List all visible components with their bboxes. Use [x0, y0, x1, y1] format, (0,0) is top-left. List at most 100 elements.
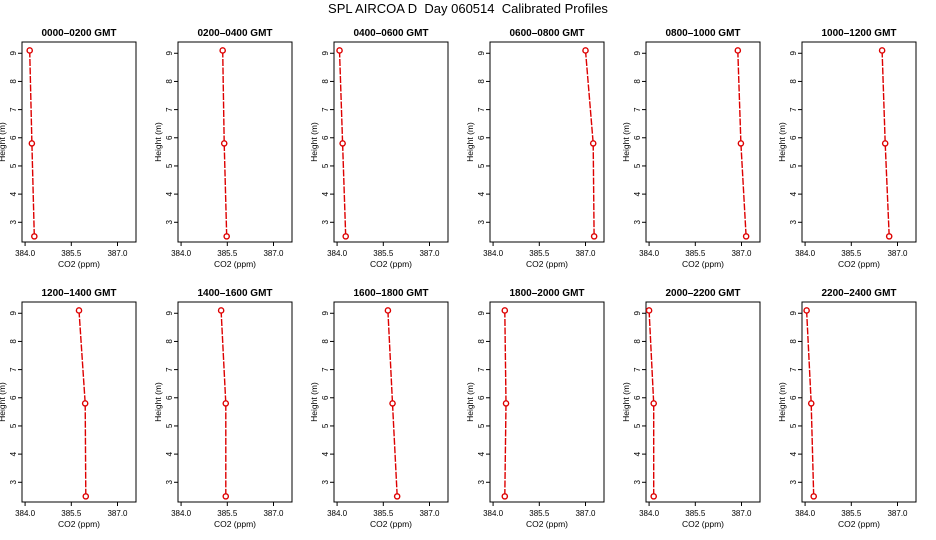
y-tick-label: 9: [477, 310, 486, 315]
chart-panel: 0800–1000 GMT 384.0 385.5 387.0 CO2 (ppm) 3 4 5…: [621, 28, 761, 269]
y-tick-label: 8: [633, 79, 642, 84]
data-point: [389, 400, 396, 407]
panel-title: 1200–1400 GMT: [41, 288, 116, 299]
x-tick-label: 384.0: [15, 509, 36, 518]
y-axis-label: Height (m): [465, 122, 475, 162]
data-point: [742, 233, 750, 240]
y-tick-label: 6: [789, 395, 798, 400]
plot-frame: [489, 301, 605, 503]
y-tick-label: 9: [633, 50, 642, 55]
data-point: [393, 493, 401, 500]
y-tick-label: 8: [789, 79, 798, 84]
panel-title: 0600–0800 GMT: [509, 28, 584, 39]
y-axis-label: Height (m): [0, 122, 7, 162]
y-tick-label: 3: [165, 480, 174, 485]
x-tick-label: 387.0: [731, 509, 752, 518]
x-tick-label: 385.5: [529, 509, 550, 518]
data-point: [220, 140, 228, 147]
y-tick-label: 8: [9, 79, 18, 84]
profile-line: [338, 50, 347, 237]
x-axis-label: CO2 (ppm): [214, 259, 256, 269]
x-tick-label: 384.0: [483, 509, 504, 518]
x-tick-label: 384.0: [795, 509, 816, 518]
plot-frame: [801, 41, 917, 243]
y-tick-label: 3: [789, 480, 798, 485]
data-point: [582, 47, 589, 54]
y-tick-label: 5: [633, 423, 642, 428]
y-tick-label: 6: [477, 395, 486, 400]
x-tick-label: 387.0: [731, 249, 752, 258]
x-axis-label: CO2 (ppm): [682, 519, 724, 529]
data-point: [223, 233, 230, 240]
chart-panel: 0000–0200 GMT 384.0 385.5 387.0 CO2 (ppm) 3 4 5…: [0, 28, 137, 269]
data-point: [885, 233, 893, 240]
x-axis-label: CO2 (ppm): [58, 259, 100, 269]
y-tick-label: 4: [165, 451, 174, 456]
x-tick-label: 384.0: [171, 509, 192, 518]
y-tick-label: 5: [477, 163, 486, 168]
y-tick-label: 7: [633, 367, 642, 372]
panel-title: 2200–2400 GMT: [821, 288, 896, 299]
y-tick-label: 6: [633, 135, 642, 140]
y-tick-label: 8: [789, 339, 798, 344]
y-tick-label: 8: [321, 339, 330, 344]
y-tick-label: 6: [321, 135, 330, 140]
panel-title: 2000–2200 GMT: [665, 288, 740, 299]
y-tick-label: 3: [789, 220, 798, 225]
y-tick-label: 7: [165, 107, 174, 112]
y-tick-label: 9: [789, 50, 798, 55]
plot-frame: [21, 41, 137, 243]
panel-title: 0800–1000 GMT: [665, 28, 740, 39]
y-tick-label: 9: [477, 50, 486, 55]
x-tick-label: 384.0: [327, 509, 348, 518]
y-tick-label: 9: [165, 310, 174, 315]
y-tick-label: 8: [477, 339, 486, 344]
y-tick-label: 7: [477, 367, 486, 372]
y-tick-label: 8: [165, 339, 174, 344]
profile-line: [648, 310, 655, 497]
y-tick-label: 7: [789, 107, 798, 112]
profile-line: [881, 50, 890, 237]
x-tick-label: 387.0: [263, 249, 284, 258]
y-tick-label: 7: [321, 367, 330, 372]
x-tick-label: 385.5: [373, 509, 394, 518]
y-tick-label: 5: [321, 163, 330, 168]
profile-line: [584, 50, 595, 237]
x-tick-label: 387.0: [107, 509, 128, 518]
y-tick-label: 3: [633, 220, 642, 225]
y-tick-label: 8: [321, 79, 330, 84]
y-tick-label: 4: [477, 451, 486, 456]
y-tick-label: 4: [789, 451, 798, 456]
x-axis-label: CO2 (ppm): [214, 519, 256, 529]
data-point: [803, 307, 810, 314]
y-tick-label: 6: [321, 395, 330, 400]
y-axis-label: Height (m): [621, 122, 631, 162]
y-tick-label: 5: [477, 423, 486, 428]
y-tick-label: 6: [633, 395, 642, 400]
y-tick-label: 3: [477, 480, 486, 485]
data-point: [810, 493, 818, 500]
profile-line: [220, 310, 227, 497]
y-tick-label: 3: [321, 480, 330, 485]
panel-title: 1000–1200 GMT: [821, 28, 896, 39]
y-tick-label: 7: [9, 107, 18, 112]
x-tick-label: 387.0: [107, 249, 128, 258]
y-tick-label: 9: [321, 310, 330, 315]
y-tick-label: 4: [9, 451, 18, 456]
x-tick-label: 384.0: [795, 249, 816, 258]
plot-frame: [177, 301, 293, 503]
y-tick-label: 6: [789, 135, 798, 140]
panel-title: 1600–1800 GMT: [353, 288, 428, 299]
data-point: [339, 140, 346, 147]
y-tick-label: 9: [789, 310, 798, 315]
plot-frame: [645, 301, 761, 503]
y-tick-label: 5: [789, 163, 798, 168]
x-axis-label: CO2 (ppm): [838, 259, 880, 269]
data-point: [881, 140, 889, 147]
x-tick-label: 385.5: [685, 249, 706, 258]
y-tick-label: 7: [165, 367, 174, 372]
plot-frame: [21, 301, 137, 503]
profile-line: [222, 50, 228, 237]
x-tick-label: 385.5: [61, 509, 82, 518]
y-tick-label: 4: [321, 191, 330, 196]
